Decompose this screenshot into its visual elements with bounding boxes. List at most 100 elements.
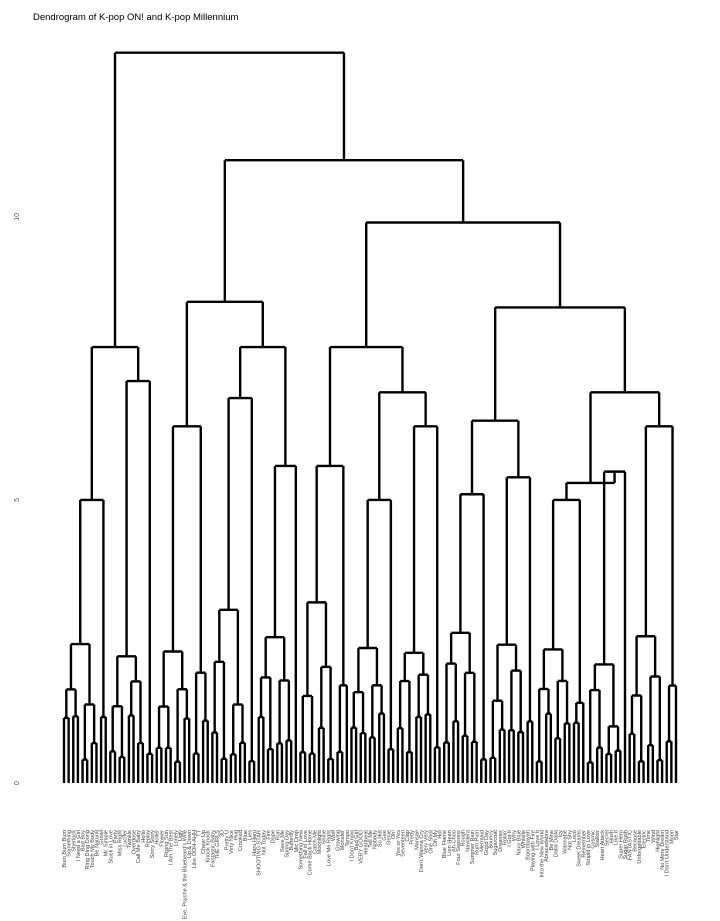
leaf-label: Pretty U xyxy=(224,830,230,850)
leaf-label: Cheer Up xyxy=(201,830,207,854)
leaf-label: Cosmic xyxy=(591,830,597,849)
leaf-label: Navy Blue xyxy=(516,830,522,856)
leaf-label: Dreamer xyxy=(498,830,504,852)
leaf-label: TT xyxy=(196,829,202,836)
leaf-label: Wolf xyxy=(331,830,337,842)
leaf-label: Wannabe xyxy=(563,830,569,854)
leaf-label: Fall in Love xyxy=(303,830,309,859)
leaf-label: Very Nice xyxy=(229,830,235,854)
leaf-label: Ring Ding Dong xyxy=(85,830,91,870)
leaf-label: Fantastic Baby xyxy=(210,830,216,867)
leaf-label: Bouncy xyxy=(489,830,495,849)
leaf-label: Holler xyxy=(155,830,161,845)
leaf-label: Butterfly xyxy=(289,830,295,851)
leaf-label: Love Me Right xyxy=(326,830,332,867)
leaf-label: Don't Wanna Cry xyxy=(419,830,425,872)
leaf-label: Four Seasons xyxy=(456,830,462,865)
leaf-label: Star xyxy=(674,830,680,840)
leaf-label: Wind xyxy=(651,830,657,843)
leaf-label: Monster xyxy=(340,830,346,850)
leaf-label: Growing xyxy=(336,830,342,851)
y-tick-label: 5 xyxy=(14,498,21,502)
leaf-label: I Am The Best xyxy=(169,830,175,865)
leaf-label: Very Very xyxy=(424,830,430,854)
leaf-label: I Need a Girl xyxy=(76,830,82,861)
leaf-label: Time xyxy=(646,830,652,842)
leaf-label: Playing with Fire xyxy=(530,830,536,871)
leaf-label: Blue xyxy=(243,830,249,841)
leaf-label: Haru Haru xyxy=(252,830,258,856)
leaf-label: Fire xyxy=(266,830,272,840)
leaf-label: Nobody xyxy=(373,830,379,849)
leaf-label: THE GIRLS xyxy=(215,830,221,860)
leaf-label: Heartbeat xyxy=(363,830,369,855)
leaf-label: FANTASTIC xyxy=(628,830,634,860)
leaf-label: Stalker xyxy=(595,830,601,848)
leaf-label: Lucifer xyxy=(122,830,128,847)
leaf-label: Ugly xyxy=(178,830,184,841)
leaf-label: Rum Pum xyxy=(475,830,481,855)
leaf-label: Why xyxy=(512,830,518,841)
leaf-label: Secret xyxy=(604,830,610,847)
leaf-label: No More Dream xyxy=(660,830,666,870)
leaf-label: Party xyxy=(113,830,119,843)
leaf-label: Summer Rain xyxy=(470,830,476,864)
leaf-label: Whistle xyxy=(521,830,527,848)
leaf-label: Pretty xyxy=(410,830,416,845)
leaf-label: Run xyxy=(275,830,281,840)
leaf-label: 3D xyxy=(220,830,226,837)
leaf-label: Sherlock xyxy=(71,830,77,852)
leaf-label: Eve, Psyche & the Bluebeard's Wife xyxy=(183,830,189,919)
leaf-label: Sugar Rush xyxy=(623,830,629,860)
leaf-label: Up & Down xyxy=(187,830,193,858)
leaf-label: Not Today xyxy=(261,830,267,855)
leaf-label: Oh! xyxy=(391,830,397,839)
leaf-label: Something New xyxy=(298,829,304,869)
leaf-label: Be Mine xyxy=(549,830,555,851)
leaf-label: Because xyxy=(632,830,638,852)
leaf-label: Into the New World xyxy=(540,830,546,877)
leaf-label: Like It xyxy=(614,830,620,845)
leaf-label: Replay xyxy=(145,830,151,848)
leaf-label: Be Natural xyxy=(94,830,100,856)
leaf-label: Lies xyxy=(247,830,253,840)
leaf-label: Catch Me xyxy=(312,830,318,854)
leaf-label: Boombayah xyxy=(526,830,532,860)
leaf-label: Remember xyxy=(581,830,587,858)
leaf-label: Hot xyxy=(438,830,444,839)
leaf-label: Come Back Home xyxy=(308,830,314,875)
leaf-label: SHOOTING STAR xyxy=(257,830,263,876)
leaf-label: Sugarcoat xyxy=(493,830,499,856)
leaf-label: Shine xyxy=(322,830,328,844)
leaf-label: Oh My xyxy=(433,830,439,847)
leaf-label: Sorry Sorry xyxy=(150,830,156,858)
leaf-label: Save Me xyxy=(280,830,286,852)
leaf-label: Knock Knock xyxy=(206,830,212,863)
leaf-label: Hello xyxy=(141,830,147,843)
leaf-label: Super Hero xyxy=(618,830,624,859)
leaf-label: Sweet Dreams xyxy=(577,830,583,867)
leaf-label: I Got It xyxy=(507,830,513,847)
leaf-label: Moon xyxy=(669,830,675,844)
leaf-label: Mr. Simple xyxy=(104,830,110,856)
leaf-label: Unforgettable xyxy=(637,830,643,864)
leaf-label: Stupid in Love xyxy=(586,830,592,865)
leaf-label: Crooked xyxy=(238,830,244,851)
leaf-label: Navillera xyxy=(465,829,471,852)
leaf-label: Highlight xyxy=(655,830,661,852)
leaf-label: Rollin' xyxy=(502,830,508,845)
leaf-label: Something xyxy=(67,830,73,857)
leaf-label: Blue Flame xyxy=(442,830,448,858)
leaf-label: Tell Me xyxy=(368,830,374,848)
leaf-label: Mansae xyxy=(414,830,420,850)
leaf-label: VERY GOOD xyxy=(359,830,365,864)
leaf-label: Miss Right xyxy=(118,830,124,857)
leaf-label: Dope xyxy=(271,830,277,843)
leaf-label: Stuck in Love xyxy=(108,830,114,864)
leaf-label: Ah-Choo xyxy=(451,830,457,852)
leaf-label: One Shot xyxy=(428,830,434,854)
leaf-label: Heart Attack xyxy=(600,830,606,861)
leaf-label: Moonlight xyxy=(317,830,323,855)
leaf-label: Spring Day xyxy=(285,830,291,858)
